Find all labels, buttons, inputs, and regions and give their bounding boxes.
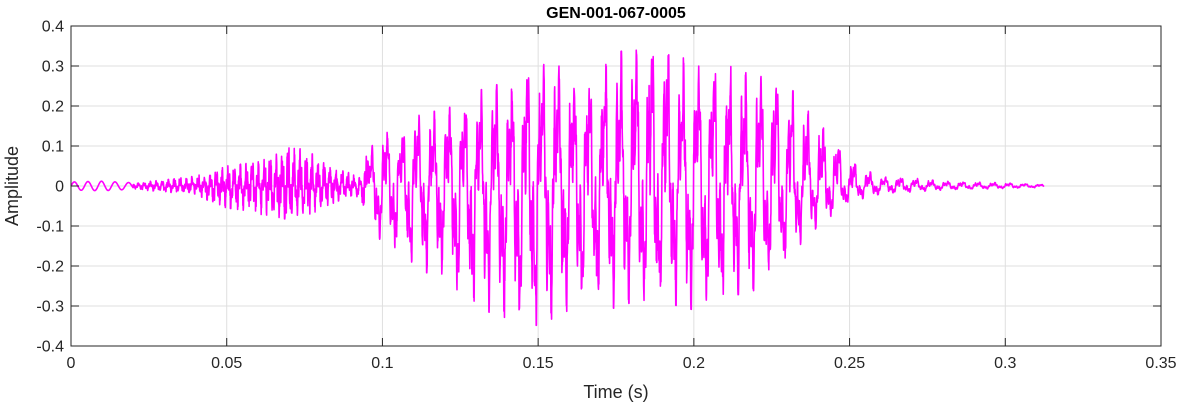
y-tick-label: -0.4 (36, 339, 64, 356)
tick-marks (70, 25, 1162, 347)
plot-area[interactable] (70, 49, 1045, 327)
y-tick-label: 0.1 (42, 139, 64, 156)
y-tick-label: -0.3 (36, 299, 64, 316)
waveform-line (70, 49, 1045, 327)
y-tick-label: 0.2 (42, 99, 64, 116)
y-tick-label: -0.2 (36, 259, 64, 276)
y-tick-label: 0.3 (42, 59, 64, 76)
y-tick-labels: -0.4 -0.3 -0.2 -0.1 0 0.1 0.2 0.3 0.4 (36, 19, 64, 356)
y-axis-label: Amplitude (2, 146, 22, 226)
x-tick-label: 0.15 (523, 355, 554, 372)
chart-title: GEN-001-067-0005 (546, 5, 686, 22)
x-tick-label: 0.05 (211, 355, 242, 372)
x-tick-label: 0.2 (683, 355, 705, 372)
x-axis-label: Time (s) (583, 382, 648, 402)
x-tick-label: 0.1 (371, 355, 393, 372)
x-tick-label: 0.25 (834, 355, 865, 372)
x-tick-label: 0 (67, 355, 76, 372)
y-tick-label: 0.4 (42, 19, 64, 36)
y-tick-label: -0.1 (36, 219, 64, 236)
x-tick-labels: 0 0.05 0.1 0.15 0.2 0.25 0.3 0.35 (67, 355, 1177, 372)
x-tick-label: 0.3 (994, 355, 1016, 372)
y-tick-label: 0 (55, 179, 64, 196)
x-tick-label: 0.35 (1145, 355, 1176, 372)
